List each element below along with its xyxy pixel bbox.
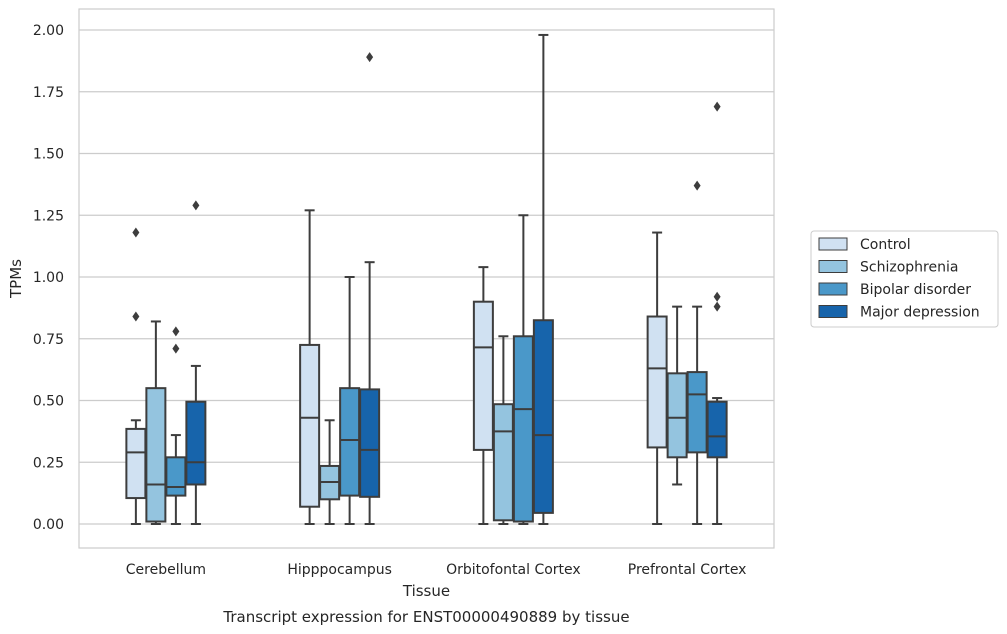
box	[359, 52, 381, 525]
legend: Control Schizophrenia Bipolar disorder Majo…	[810, 230, 999, 328]
outlier-point	[192, 200, 200, 211]
x-tick-label: Cerebellum	[126, 562, 206, 578]
box	[125, 227, 147, 525]
outlier-point	[693, 180, 701, 191]
outlier-point	[713, 291, 721, 302]
outlier-point	[132, 311, 140, 322]
outlier-point	[713, 301, 721, 312]
box-body	[706, 400, 728, 459]
box	[145, 320, 167, 525]
outlier-point	[713, 101, 721, 112]
series-schizophrenia	[145, 305, 688, 525]
box-body	[686, 371, 708, 454]
box-body	[185, 400, 207, 486]
box	[512, 214, 534, 525]
box-body	[666, 372, 688, 459]
box-body	[512, 335, 534, 523]
box	[472, 266, 494, 525]
x-axis-ticks: Cerebellum Hipppocampus Orbitofontal Corte…	[126, 562, 747, 578]
y-tick-label: 0.00	[33, 517, 64, 533]
box-series	[125, 33, 728, 525]
box	[646, 231, 668, 525]
x-tick-label: Prefrontal Cortex	[628, 562, 747, 578]
box	[339, 276, 361, 525]
box-body	[125, 427, 147, 500]
y-tick-label: 1.75	[33, 85, 64, 101]
legend-label: Major depression	[860, 305, 980, 321]
box-body	[339, 387, 361, 497]
box	[319, 419, 341, 525]
box-body	[165, 456, 187, 497]
outlier-point	[132, 227, 140, 238]
y-tick-label: 0.25	[33, 455, 64, 471]
box	[666, 305, 688, 486]
box-body	[492, 403, 514, 522]
outlier-point	[172, 326, 180, 337]
box	[299, 209, 321, 525]
box	[706, 101, 728, 525]
legend-label: Control	[860, 237, 911, 253]
box-body	[299, 343, 321, 508]
legend-swatch	[818, 260, 848, 273]
legend-swatch	[818, 282, 848, 296]
series-major-depression	[185, 33, 728, 525]
box-body	[145, 387, 167, 523]
chart-caption: Transcript expression for ENST0000049088…	[222, 608, 629, 626]
outlier-point	[366, 52, 374, 63]
y-axis-ticks: 0.00 0.25 0.50 0.75 1.00 1.25 1.50 1.75 2.00	[33, 23, 64, 533]
box	[165, 326, 187, 525]
series-control	[125, 209, 668, 525]
box-body	[472, 300, 494, 451]
box-body	[532, 319, 554, 514]
box-body	[646, 315, 668, 449]
y-axis-label: TPMs	[7, 259, 25, 299]
y-tick-label: 0.50	[33, 394, 64, 410]
y-tick-label: 1.50	[33, 147, 64, 163]
legend-label: Schizophrenia	[860, 260, 958, 276]
y-tick-label: 1.25	[33, 208, 64, 224]
y-tick-label: 1.00	[33, 270, 64, 286]
legend-frame	[810, 230, 999, 328]
legend-swatch	[818, 237, 848, 251]
y-tick-label: 0.75	[33, 332, 64, 348]
box	[185, 200, 207, 525]
box	[532, 33, 554, 525]
outlier-point	[172, 343, 180, 354]
box	[686, 180, 708, 525]
plot-area-frame	[78, 8, 775, 549]
legend-swatch	[818, 305, 848, 318]
box-body	[359, 388, 381, 498]
series-bipolar-disorder	[165, 180, 708, 525]
legend-label: Bipolar disorder	[860, 282, 971, 298]
x-tick-label: Orbitofontal Cortex	[446, 562, 581, 578]
box	[492, 335, 514, 525]
x-axis-label: Tissue	[402, 582, 450, 600]
y-tick-label: 2.00	[33, 23, 64, 39]
x-tick-label: Hipppocampus	[287, 562, 392, 578]
